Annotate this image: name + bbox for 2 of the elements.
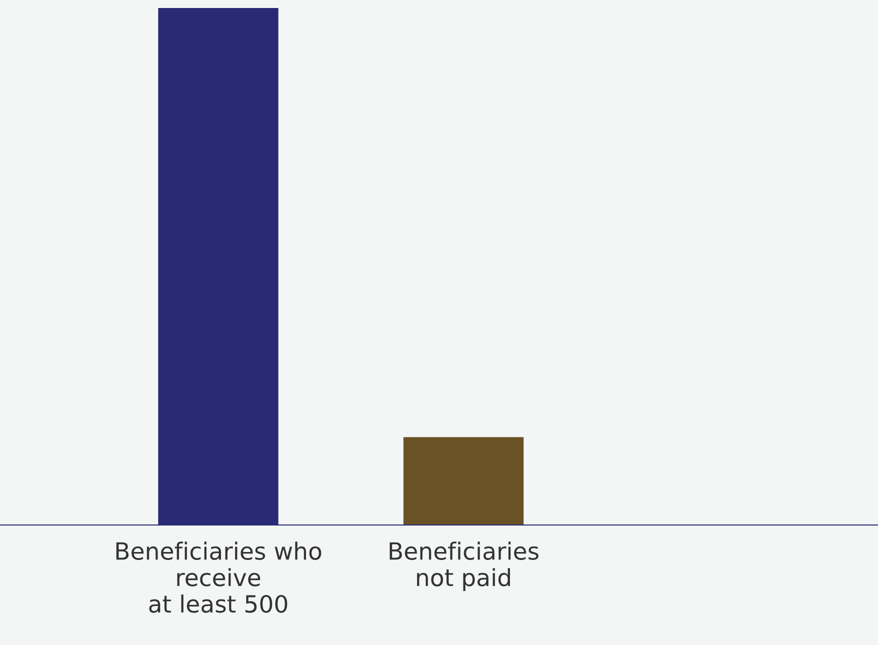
x-tick-label: Beneficiaries who receive at least 500 xyxy=(116,542,322,613)
x-tick-label: Beneficiaries not paid xyxy=(390,542,538,591)
